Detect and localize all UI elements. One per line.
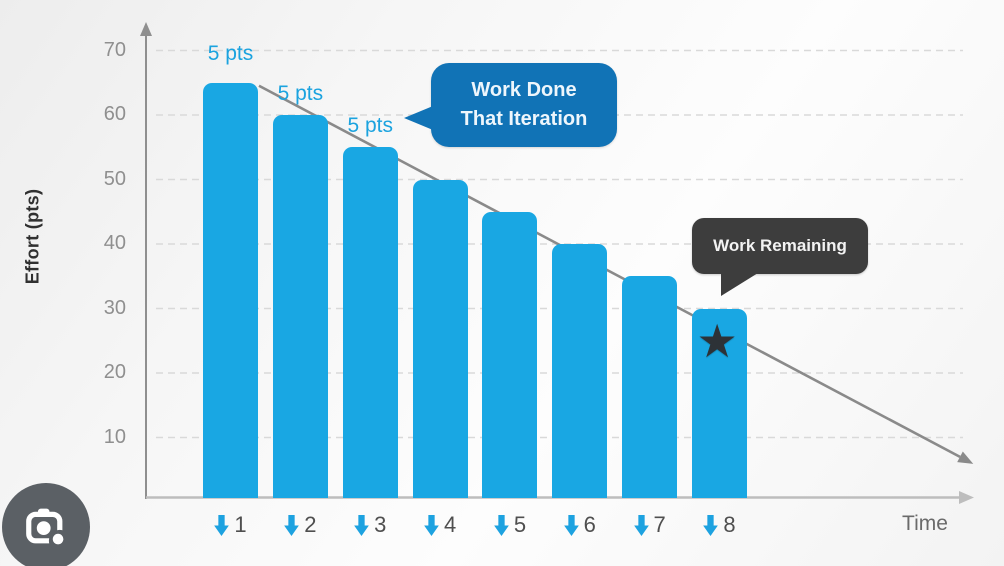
down-arrow-icon: [493, 514, 509, 536]
x-tick-label: 7: [618, 512, 682, 538]
bar-value-label: 5 pts: [207, 41, 254, 65]
bar-value-label: 5 pts: [277, 82, 324, 105]
bar-iteration-8: [692, 308, 748, 498]
x-tick-number: 4: [443, 512, 457, 537]
x-tick-label: 6: [548, 512, 612, 538]
y-axis-title: Effort (pts): [22, 188, 43, 285]
x-tick-number: 6: [583, 512, 596, 537]
x-tick-label: 1: [199, 512, 263, 538]
y-tick-label: 40: [103, 232, 126, 254]
callout-work-remaining: Work Remaining: [692, 218, 868, 296]
down-arrow-icon: [214, 514, 230, 536]
bar-iteration-7: [622, 276, 678, 498]
y-tick-label: 20: [103, 361, 126, 383]
callout-work-done-line1: Work Done: [471, 79, 577, 101]
x-tick-label: 8: [688, 512, 752, 538]
bar-iteration-2: [272, 115, 328, 498]
x-tick-label: 2: [268, 512, 332, 538]
down-arrow-icon: [424, 514, 439, 536]
x-tick-number: 8: [723, 512, 736, 537]
bar-iteration-5: [482, 211, 538, 498]
bar-iteration-3: [342, 147, 398, 498]
y-tick-label: 70: [103, 38, 126, 61]
callout-work-done: Work Done That Iteration: [404, 63, 617, 147]
y-tick-label: 60: [103, 103, 126, 125]
down-arrow-icon: [633, 514, 649, 536]
star-marker: ★: [696, 314, 738, 367]
y-tick-label: 10: [103, 425, 126, 448]
x-axis-arrow-icon: [959, 491, 974, 504]
x-tick-number: 1: [234, 512, 247, 537]
y-tick-label: 30: [103, 296, 126, 319]
callout-work-done-line2: That Iteration: [460, 108, 588, 130]
down-arrow-icon: [284, 514, 300, 536]
trend-arrow-icon: [957, 451, 974, 464]
google-lens-camera-icon: [26, 508, 69, 550]
x-tick-label: 4: [408, 512, 472, 538]
y-tick-label: 50: [103, 167, 126, 190]
down-arrow-icon: [563, 514, 579, 536]
down-arrow-icon: [354, 514, 369, 536]
bar-iteration-6: [552, 244, 608, 498]
x-tick-number: 3: [374, 512, 387, 537]
bar-iteration-4: [412, 179, 468, 498]
y-axis-arrow-icon: [140, 22, 152, 36]
x-tick-number: 2: [304, 512, 317, 537]
down-arrow-icon: [703, 514, 719, 536]
bar-value-label: 5 pts: [347, 114, 393, 138]
google-lens-button[interactable]: [2, 483, 90, 566]
x-tick-number: 5: [513, 512, 527, 537]
bar-iteration-1: [203, 82, 258, 498]
x-axis-title: Time: [902, 512, 948, 535]
x-tick-label: 5: [478, 512, 542, 538]
x-tick-label: 3: [338, 512, 402, 538]
x-tick-number: 7: [653, 512, 666, 537]
